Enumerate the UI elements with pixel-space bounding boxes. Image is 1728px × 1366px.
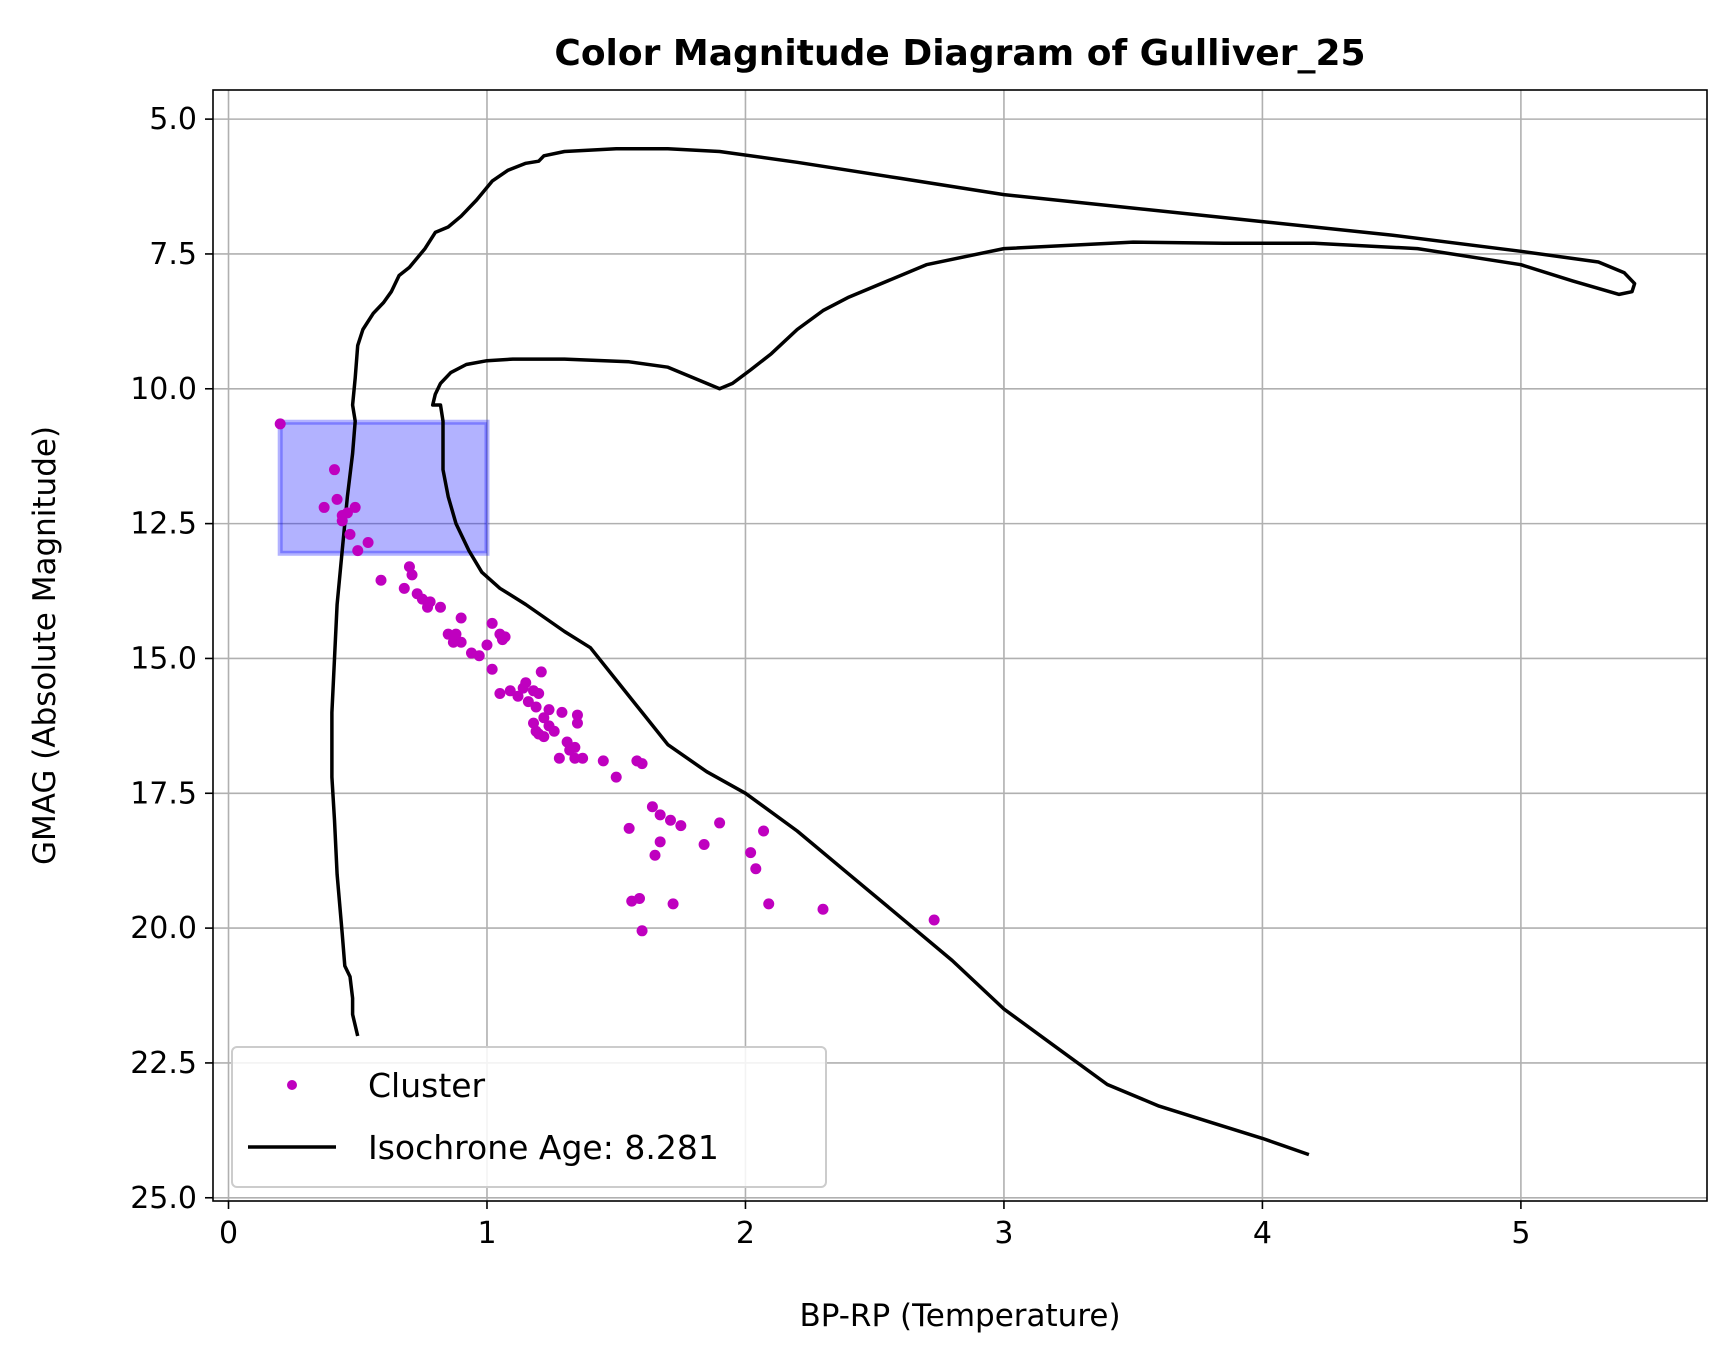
x-tick-label: 0: [219, 1216, 238, 1251]
cluster-point: [667, 898, 679, 910]
cluster-point: [447, 636, 459, 648]
cluster-point: [675, 820, 687, 832]
cluster-point: [763, 898, 775, 910]
legend-marker-cluster: [287, 1080, 297, 1090]
x-tick-label: 3: [994, 1216, 1013, 1251]
cluster-point: [610, 771, 622, 783]
cluster-point: [331, 493, 343, 505]
y-tick-label: 5.0: [149, 102, 197, 137]
cluster-point: [750, 863, 762, 875]
cluster-point: [481, 639, 493, 651]
cluster-point: [649, 849, 661, 861]
cluster-point: [636, 925, 648, 937]
x-axis-label: BP-RP (Temperature): [799, 1298, 1120, 1334]
legend-label-cluster: Cluster: [368, 1066, 486, 1105]
plot-frame: [212, 89, 1708, 1202]
cluster-point: [533, 687, 545, 699]
legend-frame: [231, 1046, 827, 1188]
cluster-point: [654, 836, 666, 848]
y-tick-label: 10.0: [130, 372, 197, 407]
y-tick-label: 15.0: [130, 641, 197, 676]
cluster-point: [398, 582, 410, 594]
cluster-point: [758, 825, 770, 837]
cluster-point: [548, 725, 560, 737]
cluster-point: [633, 892, 645, 904]
cluster-point: [597, 755, 609, 767]
cluster-point: [422, 601, 434, 613]
cluster-point: [571, 717, 583, 729]
cluster-point: [571, 709, 583, 721]
cluster-point: [496, 634, 508, 646]
cluster-point: [714, 817, 726, 829]
cluster-point: [274, 418, 286, 430]
cluster-point: [535, 666, 547, 678]
cluster-point: [623, 822, 635, 834]
cluster-point: [406, 569, 418, 581]
cluster-point: [530, 701, 542, 713]
cluster-point: [745, 847, 757, 859]
y-tick-label: 17.5: [130, 776, 197, 811]
cluster-point: [328, 464, 340, 476]
cluster-point: [434, 601, 446, 613]
y-tick-label: 22.5: [130, 1046, 197, 1081]
y-axis-label: GMAG (Absolute Magnitude): [27, 426, 63, 865]
cluster-point: [375, 574, 387, 586]
legend: Cluster Isochrone Age: 8.281: [231, 1046, 827, 1188]
cluster-point: [341, 507, 353, 519]
isochrone-line: [330, 147, 1637, 1157]
cluster-point: [349, 501, 361, 513]
cluster-point: [504, 685, 516, 697]
y-tick-label: 7.5: [149, 237, 197, 272]
x-tick-label: 5: [1511, 1216, 1530, 1251]
x-tick-label: 4: [1253, 1216, 1272, 1251]
cluster-point: [646, 801, 658, 813]
cluster-point: [442, 628, 454, 640]
cluster-point: [928, 914, 940, 926]
cluster-point: [553, 752, 565, 764]
cluster-point: [698, 839, 710, 851]
cluster-point: [486, 617, 498, 629]
cluster-point: [455, 612, 467, 624]
cluster-point: [486, 663, 498, 675]
highlight-region-layer: [277, 419, 490, 556]
cluster-point: [817, 903, 829, 915]
y-tick-label: 20.0: [130, 911, 197, 946]
cluster-point: [512, 690, 524, 702]
x-tick-label: 2: [736, 1216, 755, 1251]
cluster-point: [517, 682, 529, 694]
cluster-point: [473, 650, 485, 662]
cluster-point: [318, 501, 330, 513]
cluster-point: [654, 809, 666, 821]
cluster-point: [556, 706, 568, 718]
cluster-point: [344, 528, 356, 540]
cluster-point: [455, 636, 467, 648]
highlight-region: [277, 419, 490, 556]
cluster-point: [577, 752, 589, 764]
axes: 0 1 2 3 4 5 5.0 7.5 10.0 12.5 15.0 17.5 20.0 22.5 25.0: [130, 102, 1530, 1251]
cluster-point: [543, 704, 555, 716]
legend-label-isochrone: Isochrone Age: 8.281: [368, 1128, 719, 1167]
cluster-point: [569, 752, 581, 764]
cluster-point: [522, 696, 534, 708]
cluster-point: [569, 741, 581, 753]
cluster-point: [665, 814, 677, 826]
cluster-point: [352, 545, 364, 557]
x-tick-label: 1: [477, 1216, 496, 1251]
cluster-point: [538, 731, 550, 743]
cluster-point: [636, 758, 648, 770]
cluster-point: [538, 712, 550, 724]
cluster-point: [494, 687, 506, 699]
chart-title: Color Magnitude Diagram of Gulliver_25: [554, 33, 1365, 74]
cluster-point: [336, 515, 348, 527]
y-tick-label: 25.0: [130, 1181, 197, 1216]
y-tick-label: 12.5: [130, 507, 197, 542]
grid: [213, 90, 1707, 1201]
cluster-point: [362, 536, 374, 548]
series-layer: [274, 147, 1637, 1157]
